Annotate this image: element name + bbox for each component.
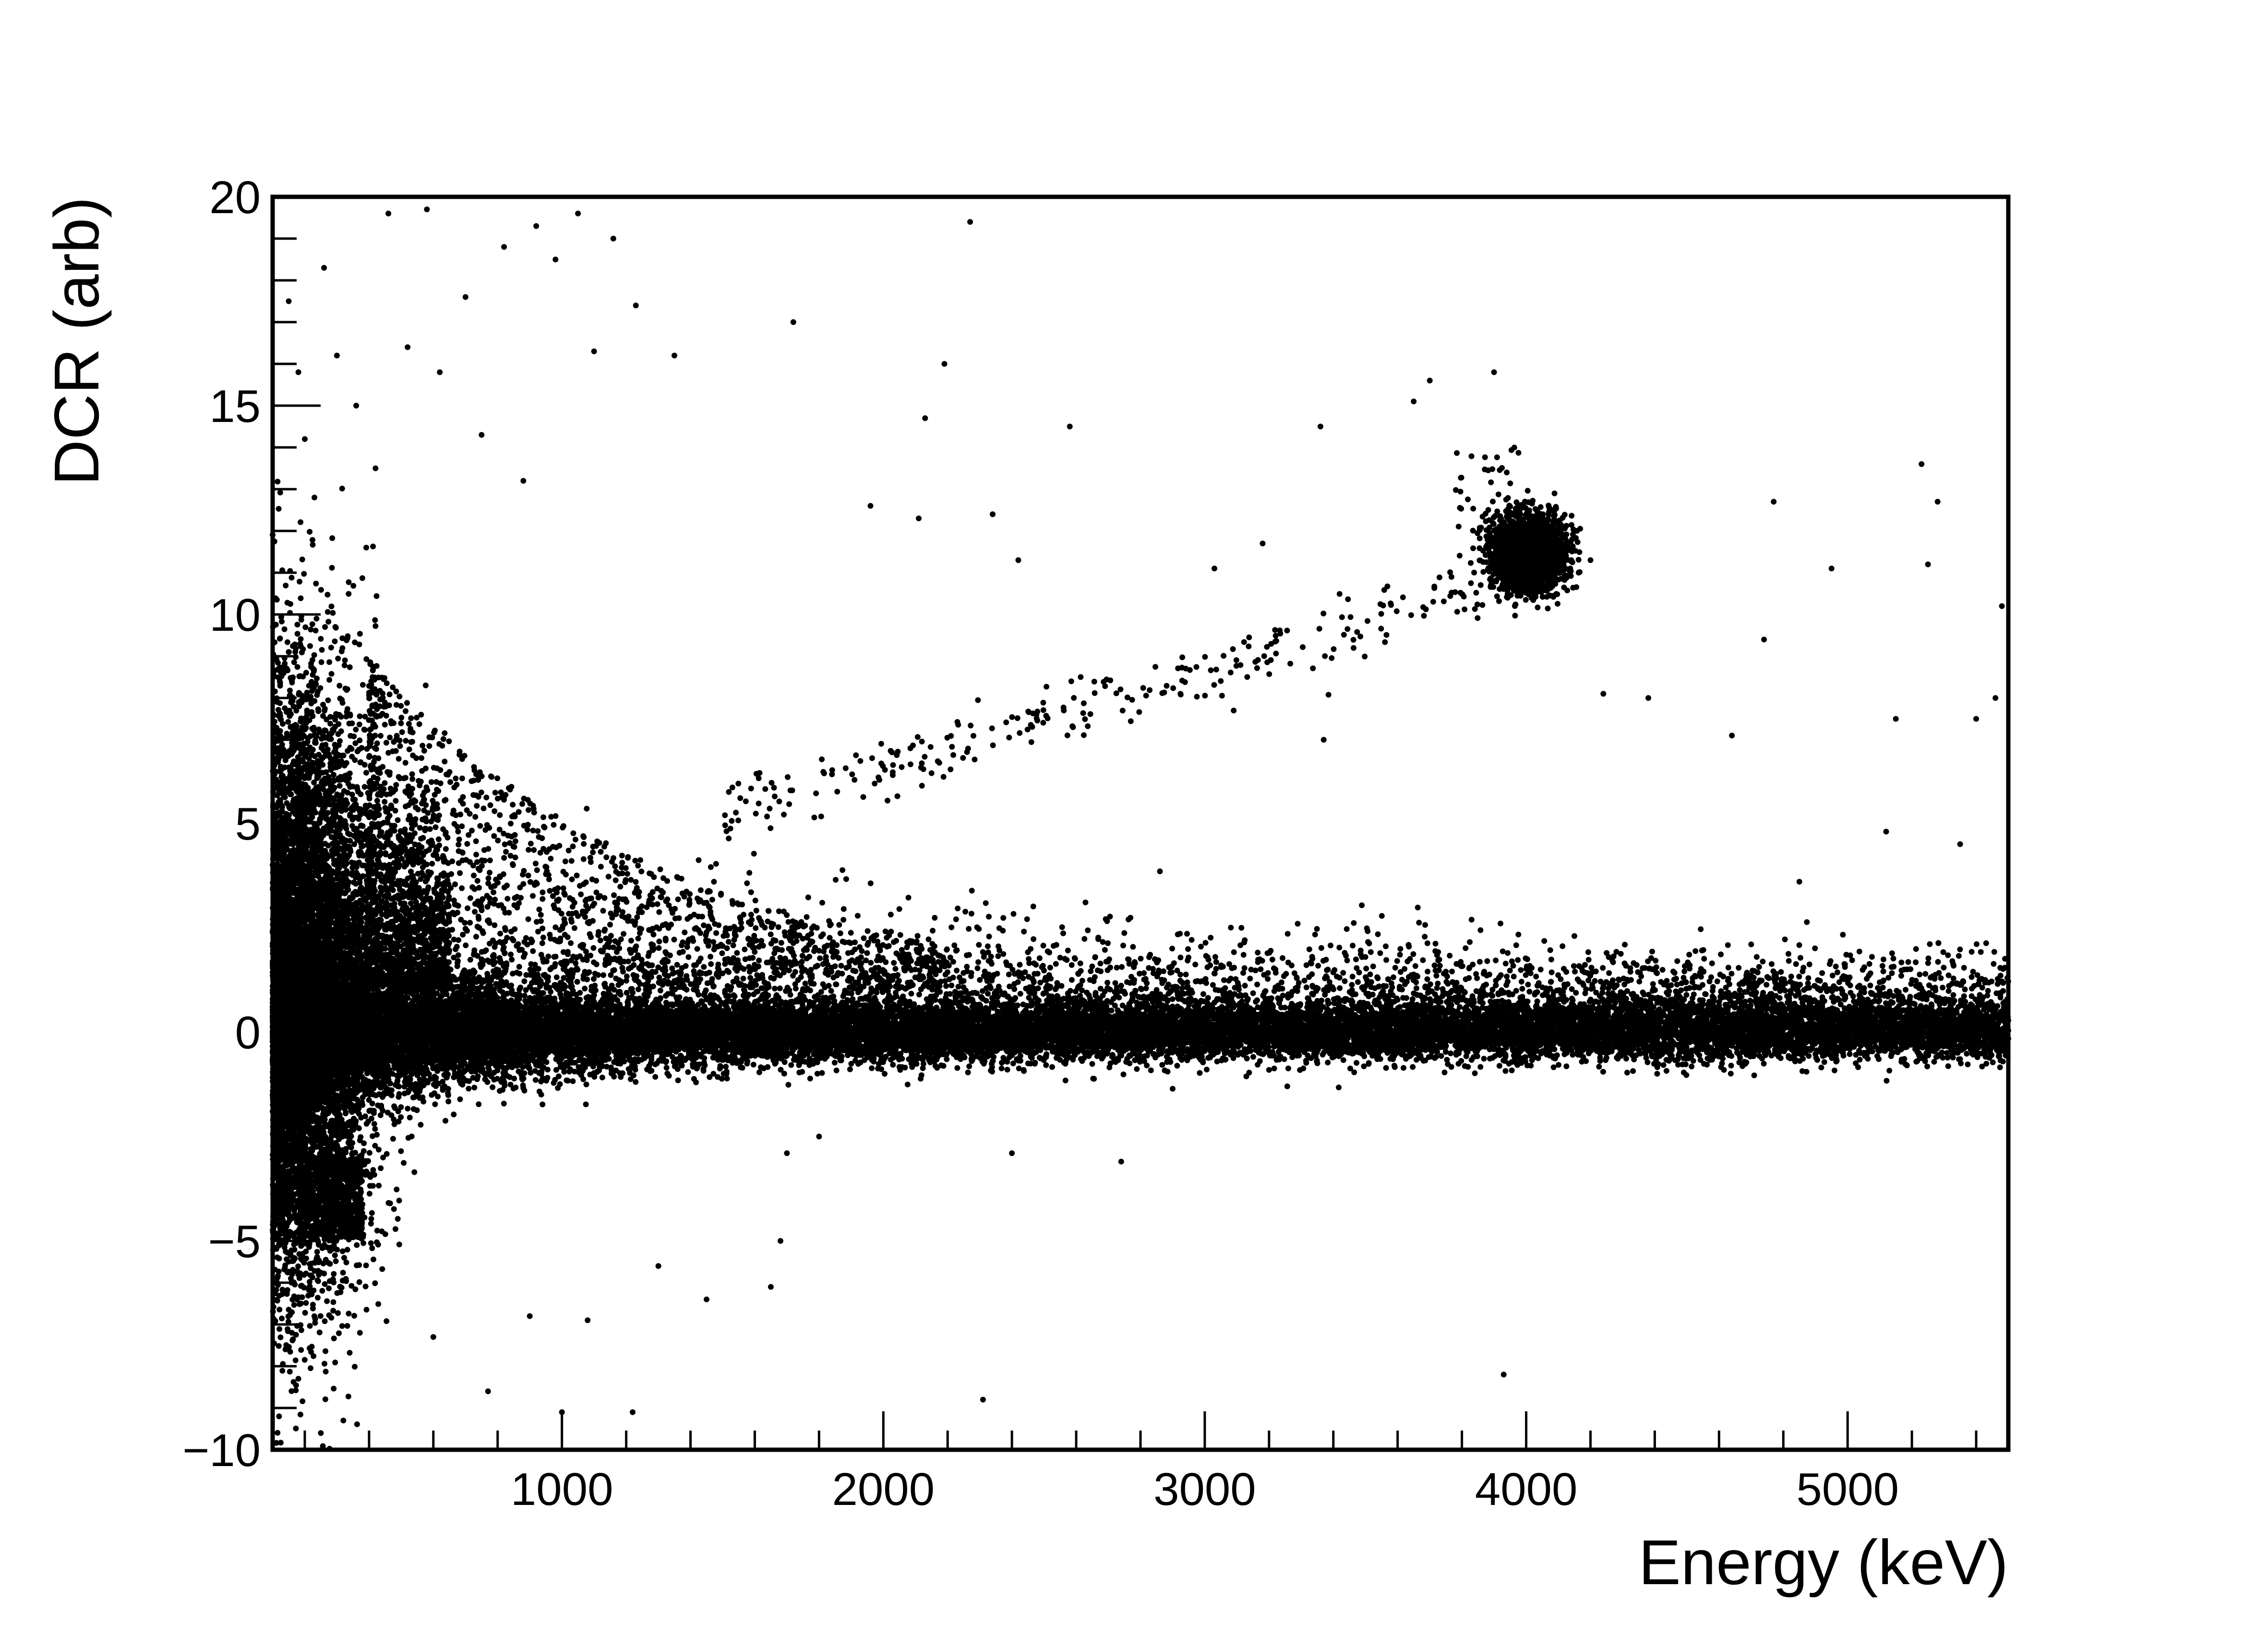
data-point — [501, 1100, 507, 1107]
data-point — [663, 1065, 670, 1071]
data-point — [1741, 1059, 1748, 1065]
data-point — [1945, 1063, 1951, 1069]
data-point — [390, 1136, 396, 1142]
data-point — [1660, 1062, 1667, 1068]
data-point — [1284, 1083, 1290, 1089]
data-point — [1814, 1057, 1820, 1063]
data-point — [1728, 1071, 1734, 1077]
data-point — [1089, 1061, 1095, 1067]
data-point — [583, 1101, 589, 1107]
data-point — [1170, 1086, 1176, 1092]
data-point — [1303, 1058, 1309, 1064]
data-point — [652, 1074, 659, 1080]
data-point — [756, 1069, 762, 1075]
data-point — [954, 1065, 960, 1071]
data-point — [1496, 1063, 1502, 1069]
data-point — [1689, 1063, 1695, 1070]
data-point — [1950, 992, 1956, 998]
data-point — [778, 1067, 784, 1073]
data-point — [1049, 1064, 1055, 1070]
data-point — [1043, 1062, 1049, 1068]
data-point — [685, 1069, 691, 1075]
data-point — [1401, 1065, 1406, 1071]
data-point — [1663, 1068, 1669, 1074]
data-point — [1204, 1067, 1210, 1072]
data-point — [1463, 1053, 1469, 1059]
data-point — [1751, 1072, 1757, 1079]
data-point — [517, 985, 524, 991]
data-point — [1325, 1059, 1331, 1066]
data-point — [1964, 1051, 1970, 1057]
data-point — [1874, 1053, 1880, 1059]
data-point — [1624, 1070, 1630, 1076]
data-point — [521, 1087, 528, 1094]
data-points — [270, 206, 2011, 1452]
data-point — [1481, 1056, 1487, 1062]
data-point — [536, 1088, 542, 1095]
data-point — [466, 1085, 472, 1092]
